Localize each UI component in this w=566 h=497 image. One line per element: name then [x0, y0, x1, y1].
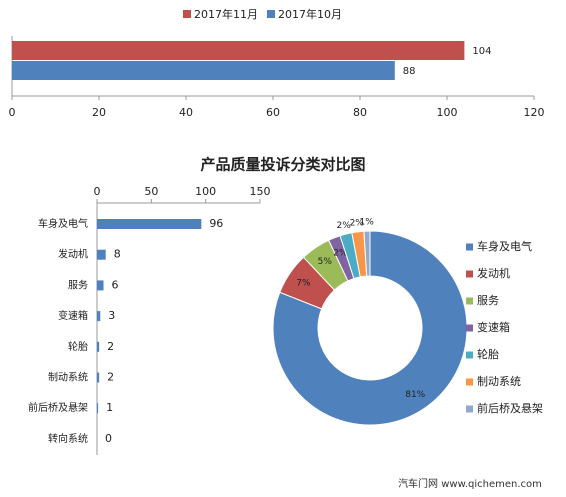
data-label: 5%: [318, 257, 333, 267]
data-label: 2%: [336, 221, 351, 231]
y-tick-label: 转向系统: [48, 432, 88, 445]
bar: [97, 219, 202, 229]
legend-swatch: [267, 10, 275, 18]
x-tick-label: 150: [250, 185, 271, 198]
x-tick-label: 100: [195, 185, 216, 198]
x-tick-label: 20: [92, 106, 106, 119]
legend-label: 发动机: [477, 266, 510, 280]
value-label: 96: [209, 217, 223, 230]
x-tick-label: 50: [144, 185, 158, 198]
value-label: 1: [106, 401, 113, 414]
value-label: 8: [114, 248, 121, 261]
legend-swatch: [466, 351, 473, 359]
y-tick-label: 服务: [68, 278, 88, 291]
y-tick-label: 轮胎: [68, 340, 88, 353]
legend-swatch: [466, 378, 473, 386]
x-tick-label: 40: [179, 106, 193, 119]
data-label: 7%: [296, 278, 311, 288]
x-tick-label: 0: [9, 106, 16, 119]
y-tick-label: 变速箱: [58, 309, 88, 322]
legend-label: 前后桥及悬架: [477, 401, 543, 415]
data-label: 2%: [350, 218, 365, 228]
data-label: 2%: [333, 249, 348, 259]
bar: [12, 61, 395, 80]
legend-label: 轮胎: [477, 347, 499, 361]
bar: [97, 341, 100, 352]
chart-title: 产品质量投诉分类对比图: [200, 156, 365, 174]
legend-swatch: [466, 405, 473, 413]
legend-swatch: [466, 324, 473, 332]
x-tick-label: 60: [266, 106, 280, 119]
x-tick-label: 80: [353, 106, 367, 119]
bar: [97, 249, 106, 260]
legend-label: 2017年11月: [194, 7, 258, 21]
value-label: 0: [105, 432, 112, 445]
legend-swatch: [183, 10, 191, 18]
value-label: 88: [403, 66, 416, 77]
y-tick-label: 制动系统: [48, 371, 88, 384]
data-label: 1%: [360, 218, 375, 228]
legend-label: 变速箱: [477, 320, 510, 334]
bar: [97, 311, 101, 322]
legend-label: 制动系统: [477, 375, 521, 388]
bar: [12, 41, 465, 60]
bar: [97, 403, 99, 414]
value-label: 2: [107, 371, 114, 384]
x-tick-label: 0: [94, 185, 101, 198]
legend-label: 服务: [477, 294, 499, 307]
y-tick-label: 车身及电气: [38, 217, 88, 230]
donut-slice: [272, 230, 468, 426]
value-label: 6: [112, 278, 119, 291]
legend-swatch: [466, 270, 473, 278]
bar: [97, 280, 104, 291]
y-tick-label: 发动机: [58, 248, 88, 261]
value-label: 2: [107, 340, 114, 353]
x-tick-label: 120: [524, 106, 545, 119]
legend-swatch: [466, 297, 473, 305]
legend-label: 车身及电气: [477, 239, 532, 253]
value-label: 3: [108, 309, 115, 322]
x-tick-label: 100: [437, 106, 458, 119]
data-label: 81%: [405, 390, 425, 400]
legend-swatch: [466, 243, 473, 251]
watermark: 汽车门网 www.qichemen.com: [398, 477, 542, 490]
bar: [97, 372, 100, 383]
y-tick-label: 前后桥及悬架: [28, 401, 88, 414]
donut-slice: [363, 230, 371, 277]
value-label: 104: [472, 46, 491, 57]
legend-label: 2017年10月: [278, 7, 342, 21]
